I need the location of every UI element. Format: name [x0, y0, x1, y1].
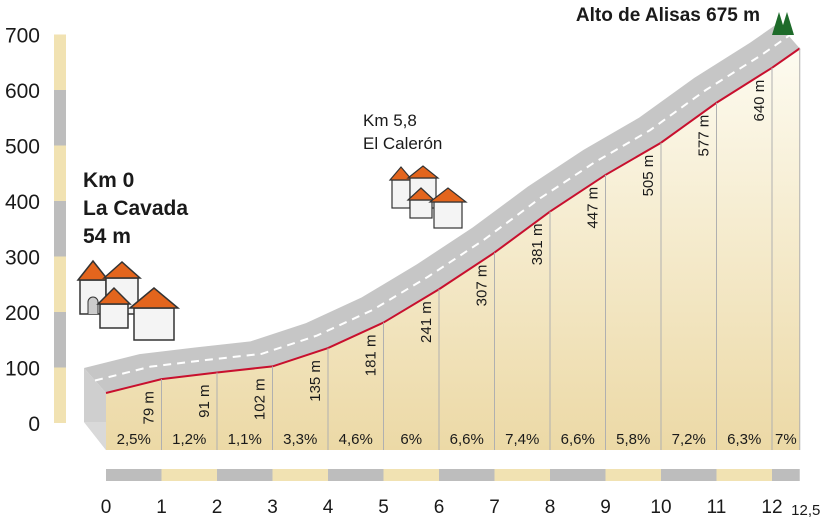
- gradient-label: 5,8%: [616, 431, 650, 448]
- x-bar-segment: [772, 469, 800, 481]
- elevation-label: 381 m: [529, 224, 546, 266]
- y-tick-label: 400: [5, 191, 40, 214]
- x-tick-label: 4: [323, 497, 334, 518]
- y-axis-bar: [54, 34, 66, 423]
- gradient-label: 7,4%: [505, 431, 539, 448]
- y-tick-label: 600: [5, 80, 40, 103]
- elevation-label: 447 m: [585, 187, 602, 229]
- x-tick-label: 3: [267, 497, 278, 518]
- start-place-label: La Cavada: [83, 197, 188, 220]
- start-km-label: Km 0: [83, 169, 134, 192]
- y-bar-segment: [54, 201, 66, 257]
- profile-area: [105, 47, 801, 450]
- x-tick-label: 5: [378, 497, 389, 518]
- x-tick-label: 11: [707, 497, 727, 518]
- x-tick-label: 12: [761, 497, 782, 518]
- x-tick-label: 7: [489, 497, 500, 518]
- elevation-label: 241 m: [418, 301, 435, 343]
- gradient-label: 1,2%: [172, 431, 206, 448]
- mid-km-label: Km 5,8: [363, 111, 417, 130]
- gradient-label: 2,5%: [117, 431, 151, 448]
- gradient-label: 6,6%: [450, 431, 484, 448]
- summit-trees-icon: [772, 12, 794, 35]
- gradient-label: 6,3%: [727, 431, 761, 448]
- y-tick-label: 700: [5, 25, 40, 48]
- y-bar-segment: [54, 34, 66, 90]
- y-bar-segment: [54, 145, 66, 201]
- gradient-label: 3,3%: [283, 431, 317, 448]
- mid-label: Km 5,8 El Calerón: [363, 111, 442, 153]
- x-bar-segment: [716, 469, 772, 481]
- elevation-label: 505 m: [640, 155, 657, 197]
- elevation-labels: 79 m 91 m 102 m 135 m 181 m 241 m 307 m 381 m 44…: [141, 80, 769, 425]
- road-surface: [84, 23, 800, 394]
- elevation-label: 91 m: [196, 384, 213, 417]
- elevation-label: 307 m: [474, 265, 491, 307]
- mid-place-label: El Calerón: [363, 134, 442, 153]
- x-bar-segment: [383, 469, 439, 481]
- y-tick-label: 100: [5, 358, 40, 381]
- village-icon: [76, 259, 181, 341]
- y-bar-segment: [54, 312, 66, 368]
- x-tick-label: 8: [545, 497, 556, 518]
- gradient-label: 6,6%: [561, 431, 595, 448]
- x-tick-label: 10: [650, 497, 671, 518]
- summit-title: Alto de Alisas 675 m: [576, 5, 760, 26]
- road-centerline: [94, 35, 790, 382]
- profile-fill: [106, 48, 800, 450]
- x-bar-segment: [494, 469, 550, 481]
- profile-line: [105, 47, 801, 395]
- gradient-label: 7%: [775, 431, 797, 448]
- y-bar-segment: [54, 256, 66, 312]
- elevation-label: 577 m: [696, 115, 713, 157]
- x-axis-ticks: 0 1 2 3 4 5 6 7 8 9 10 11 12 12,5: [101, 497, 821, 519]
- x-bar-segment: [661, 469, 717, 481]
- elevation-label: 135 m: [307, 360, 324, 402]
- x-bar-segment: [161, 469, 217, 481]
- gradient-label: 4,6%: [339, 431, 373, 448]
- elevation-label: 102 m: [252, 378, 269, 420]
- start-label: Km 0 La Cavada 54 m: [83, 169, 188, 248]
- start-altitude-label: 54 m: [83, 225, 131, 248]
- y-tick-label: 300: [5, 247, 40, 270]
- x-tick-label: 0: [101, 497, 112, 518]
- elevation-label: 640 m: [751, 80, 768, 122]
- x-tick-label: 1: [156, 497, 167, 518]
- gradient-labels: 2,5% 1,2% 1,1% 3,3% 4,6% 6% 6,6% 7,4% 6,6% 5,8% 7,…: [117, 431, 797, 448]
- gradient-label: 6%: [400, 431, 422, 448]
- x-bar-segment: [272, 469, 328, 481]
- elevation-label: 181 m: [363, 335, 380, 377]
- gradient-label: 1,1%: [228, 431, 262, 448]
- elevation-label: 79 m: [141, 391, 158, 424]
- y-bar-segment: [54, 90, 66, 146]
- x-axis-bar: [106, 469, 800, 481]
- y-tick-label: 500: [5, 136, 40, 159]
- gradient-label: 7,2%: [672, 431, 706, 448]
- x-tick-label: 6: [434, 497, 445, 518]
- x-tick-label: 2: [212, 497, 223, 518]
- y-tick-label: 0: [28, 413, 40, 436]
- x-bar-segment: [328, 469, 384, 481]
- x-tick-label: 12,5: [791, 502, 820, 519]
- x-tick-label: 9: [600, 497, 611, 518]
- x-bar-segment: [439, 469, 495, 481]
- y-axis-ticks: 0 100 200 300 400 500 600 700: [5, 25, 40, 437]
- x-bar-segment: [605, 469, 661, 481]
- x-bar-segment: [106, 469, 162, 481]
- village-icon: [388, 165, 468, 229]
- y-bar-segment: [54, 367, 66, 423]
- x-bar-segment: [217, 469, 273, 481]
- x-bar-segment: [550, 469, 606, 481]
- y-tick-label: 200: [5, 302, 40, 325]
- km-dividers: [161, 48, 801, 450]
